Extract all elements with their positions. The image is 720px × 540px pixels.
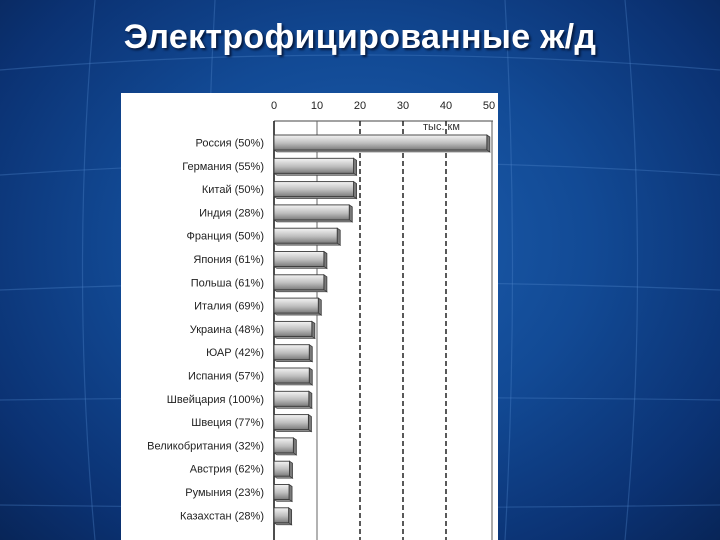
unit-label: тыс. км (423, 121, 460, 133)
bar (273, 320, 313, 337)
bar-side (311, 320, 316, 340)
x-tick-label: 30 (397, 100, 409, 112)
bar-side (353, 180, 357, 200)
bar (273, 484, 290, 500)
category-label: Италия (69%) (194, 301, 264, 313)
bar-chart: 0 10 20 30 40 50 Россия (50%) Германия (55%) Ки… (147, 100, 495, 540)
bar (273, 414, 309, 431)
category-label: Румыния (23%) (185, 487, 264, 499)
bar (273, 437, 294, 454)
bar-side (307, 413, 312, 433)
category-label: Австрия (62%) (190, 464, 264, 476)
category-label: Германия (55%) (182, 161, 264, 173)
bar-side (288, 507, 293, 526)
bar (273, 251, 325, 267)
bar-side (336, 227, 341, 246)
category-label: Швейцария (100%) (167, 394, 264, 406)
bar (273, 204, 350, 221)
bar (273, 344, 310, 361)
category-label: Великобритания (32%) (147, 440, 264, 452)
x-tick-label: 40 (440, 100, 452, 112)
slide-title: Электрофицированные ж/д (123, 18, 597, 56)
bar (273, 181, 355, 198)
bar (273, 297, 319, 314)
x-tick-label: 10 (311, 100, 323, 112)
bar (273, 507, 290, 524)
category-label: Казахстан (28%) (180, 510, 264, 522)
bar (273, 367, 310, 384)
bar (273, 274, 325, 291)
bar-side (308, 390, 313, 410)
bar (273, 227, 338, 244)
bar-side (353, 157, 357, 177)
bar (273, 390, 310, 407)
category-label: Франция (50%) (187, 231, 264, 243)
bar-side (308, 343, 313, 363)
chart-panel: 0 10 20 30 40 50 Россия (50%) Германия (55%) Ки… (121, 93, 498, 540)
bar-side (486, 134, 491, 153)
bar-side (292, 437, 297, 456)
category-label: Индия (28%) (199, 207, 264, 219)
x-tick-label: 50 (483, 100, 495, 112)
bar-side (288, 483, 293, 503)
bar-side (323, 274, 328, 293)
category-label: Украина (48%) (190, 324, 264, 336)
bar (273, 134, 488, 151)
x-tick-label: 0 (271, 100, 277, 112)
category-label: ЮАР (42%) (206, 347, 264, 359)
bar-side (323, 250, 328, 270)
category-label: Швеция (77%) (191, 417, 264, 429)
category-label: Испания (57%) (188, 371, 264, 383)
category-label: Япония (61%) (193, 254, 264, 266)
category-label: Польша (61%) (191, 277, 264, 289)
bar (273, 460, 290, 477)
category-label: Китай (50%) (202, 184, 264, 196)
bar-side (308, 367, 313, 386)
x-tick-label: 20 (354, 100, 366, 112)
bar-side (348, 204, 353, 223)
bar (273, 157, 355, 174)
category-label: Россия (50%) (196, 138, 264, 150)
